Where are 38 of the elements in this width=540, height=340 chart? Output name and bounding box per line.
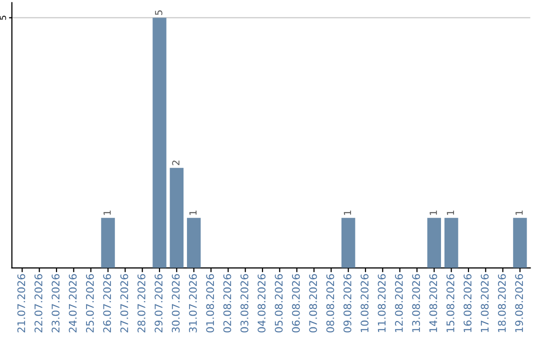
x-tick-label: 28.07.2026 (137, 274, 146, 332)
x-tick-label: 07.08.2026 (309, 274, 318, 332)
data-label: 5 (155, 10, 162, 15)
x-tick-label: 31.07.2026 (188, 274, 197, 332)
x-tick-label: 16.08.2026 (464, 274, 472, 332)
x-tick-label: 18.08.2026 (498, 274, 506, 332)
x-tick-label: 09.08.2026 (343, 274, 352, 332)
x-tick-label: 14.08.2026 (429, 274, 438, 332)
x-tick-label: 29.07.2026 (154, 274, 163, 332)
x-tick-label: 05.08.2026 (274, 274, 283, 332)
x-tick-label: 27.07.2026 (120, 274, 128, 332)
x-tick-label: 04.08.2026 (258, 274, 266, 332)
x-tick-label: 24.07.2026 (68, 274, 77, 332)
x-tick-label: 11.08.2026 (378, 274, 386, 332)
x-tick-label: 25.07.2026 (86, 274, 94, 332)
x-tick-label: 08.08.2026 (326, 274, 334, 332)
x-tick-label: 23.07.2026 (52, 274, 60, 332)
x-tick-label: 10.08.2026 (360, 274, 369, 332)
x-tick-label: 15.08.2026 (446, 274, 454, 332)
x-tick-label: 12.08.2026 (394, 274, 403, 332)
x-tick-label: 26.07.2026 (103, 274, 112, 332)
x-tick-label: 02.08.2026 (223, 274, 232, 332)
data-label: 1 (104, 210, 111, 215)
x-tick-label: 17.08.2026 (480, 274, 489, 332)
x-tick-label: 01.08.2026 (206, 274, 214, 332)
x-tick-label: 30.07.2026 (172, 274, 180, 332)
x-tick-label: 06.08.2026 (292, 274, 300, 332)
data-label: 1 (344, 210, 352, 215)
x-tick-label: 21.07.2026 (17, 274, 26, 332)
data-label: 1 (189, 210, 197, 215)
x-tick-label: 19.08.2026 (515, 274, 524, 332)
data-label: 1 (430, 210, 437, 215)
data-label: 1 (516, 210, 523, 215)
data-label: 1 (446, 210, 454, 215)
x-tick-label: 13.08.2026 (412, 274, 420, 332)
x-tick-label: 03.08.2026 (240, 274, 248, 332)
data-label: 2 (172, 160, 180, 166)
x-tick-label: 22.07.2026 (34, 274, 42, 332)
